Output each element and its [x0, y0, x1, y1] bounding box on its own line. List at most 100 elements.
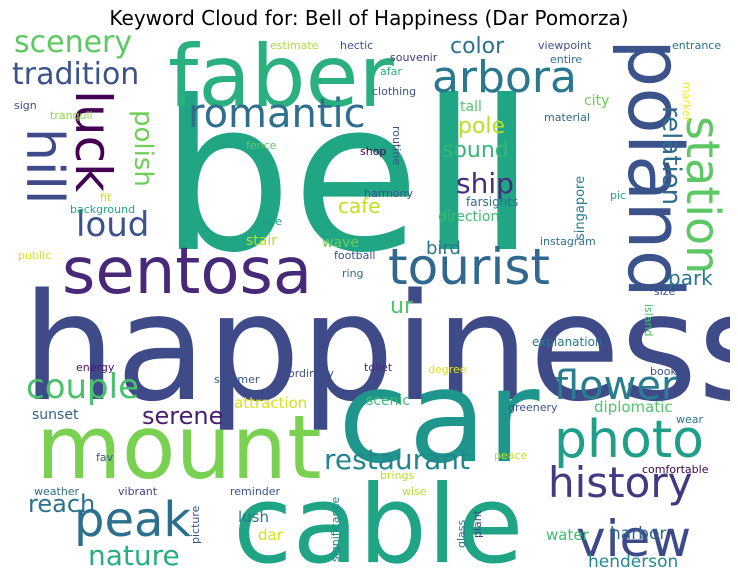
word-harbor: harbor [610, 524, 667, 544]
word-reminder: reminder [230, 485, 281, 498]
word-hectic: hectic [340, 39, 374, 52]
word-serene: serene [142, 402, 224, 430]
word-scenery: scenery [14, 34, 133, 60]
word-history: history [548, 458, 693, 507]
word-reach: reach [28, 490, 96, 518]
word-lush: lush [238, 508, 269, 526]
word-henderson: henderson [588, 552, 679, 572]
word-summer: summer [214, 373, 260, 386]
word-bell: bell [160, 57, 536, 299]
word-entrance: entrance [672, 39, 722, 52]
word-comfortable: comfortable [642, 463, 709, 476]
word-station: station [676, 116, 730, 275]
word-pole: pole [458, 114, 506, 139]
word-diplomatic: diplomatic [594, 398, 673, 416]
word-toilet: toilet [364, 361, 393, 374]
word-size: size [654, 285, 676, 298]
word-picture: picture [189, 505, 202, 544]
word-pic: pic [610, 189, 627, 202]
word-ship: ship [456, 167, 514, 200]
word-eye: eye [262, 215, 283, 228]
word-luck: luck [64, 90, 122, 193]
word-greenery: greenery [508, 401, 558, 414]
word-scenic: scenic [366, 393, 411, 409]
word-ur: ur [390, 294, 413, 319]
word-park: park [668, 266, 713, 290]
word-peak: peak [74, 492, 192, 548]
word-car: car [338, 343, 540, 492]
word-football: football [334, 249, 376, 262]
word-singapore: singapore [573, 175, 588, 240]
word-significance: significance [329, 496, 342, 562]
word-faber: faber [168, 34, 394, 127]
word-loud: loud [76, 205, 150, 245]
word-direction: direction [438, 209, 500, 225]
word-polish: polish [128, 110, 158, 187]
word-marker: marker [680, 82, 693, 122]
word-cloud: bell happiness car cable mount faber pol… [8, 34, 730, 580]
word-sign: sign [14, 99, 37, 112]
word-restaurant: restaurant [324, 443, 470, 476]
word-dar: dar [258, 526, 283, 544]
word-cafe: cafe [338, 194, 381, 218]
word-color: color [450, 34, 505, 59]
word-sunset: sunset [32, 407, 79, 423]
word-sound: sound [442, 138, 509, 163]
word-attraction: attraction [234, 394, 308, 412]
word-book: book [650, 365, 677, 378]
word-sentosa: sentosa [62, 235, 313, 309]
word-fit: fit [100, 191, 112, 204]
word-clothing: clothing [372, 85, 417, 98]
word-happiness: happiness [22, 262, 730, 434]
word-viewpoint: viewpoint [538, 39, 592, 52]
word-flower: flower [554, 363, 678, 409]
word-tranquil: tranquil [50, 109, 93, 122]
word-romantic: romantic [188, 91, 366, 137]
word-farsights: farsights [466, 195, 519, 209]
word-energy: energy [76, 361, 115, 374]
word-entire: entire [550, 53, 583, 66]
word-vibrant: vibrant [118, 485, 158, 498]
word-background: background [70, 203, 136, 216]
word-ordinary: ordinary [288, 367, 334, 380]
word-nature: nature [88, 539, 180, 572]
word-hill: hill [14, 128, 74, 205]
word-fav: fav [96, 451, 114, 464]
word-stair: stair [246, 233, 278, 249]
word-tradition: tradition [12, 57, 140, 92]
word-fence: fence [246, 139, 277, 152]
word-city: city [584, 93, 610, 109]
word-plant: plant [471, 509, 484, 538]
word-instagram: instagram [540, 235, 596, 248]
word-souvenir: souvenir [390, 51, 438, 64]
word-island: island [642, 304, 655, 337]
word-explanation: explanation [532, 335, 603, 349]
word-routine: routine [390, 126, 403, 166]
word-weather: weather [34, 485, 80, 498]
word-tall: tall [460, 99, 482, 115]
page-title: Keyword Cloud for: Bell of Happiness (Da… [109, 6, 629, 30]
word-brings: brings [380, 469, 415, 482]
word-estimate: estimate [270, 39, 319, 52]
word-wise: wise [402, 485, 427, 498]
word-couple: couple [26, 367, 139, 407]
word-shop: shop [360, 145, 387, 158]
word-peace: peace [494, 449, 528, 462]
word-view: view [576, 510, 692, 568]
word-water: water [546, 526, 589, 544]
word-material: material [544, 111, 590, 124]
word-ring: ring [342, 267, 364, 280]
word-public: public [18, 249, 52, 262]
word-harmony: harmony [364, 187, 413, 200]
word-wear: wear [676, 413, 704, 426]
word-glass: glass [455, 519, 468, 548]
word-afar: afar [380, 65, 402, 78]
word-arbora: arbora [432, 52, 577, 103]
word-wave: wave [322, 235, 359, 251]
word-degree: degree [428, 363, 467, 376]
word-photo: photo [554, 410, 704, 470]
word-tourist: tourist [388, 238, 550, 296]
word-cable: cable [233, 463, 524, 580]
word-mount: mount [36, 396, 322, 499]
word-bird: bird [426, 238, 461, 259]
